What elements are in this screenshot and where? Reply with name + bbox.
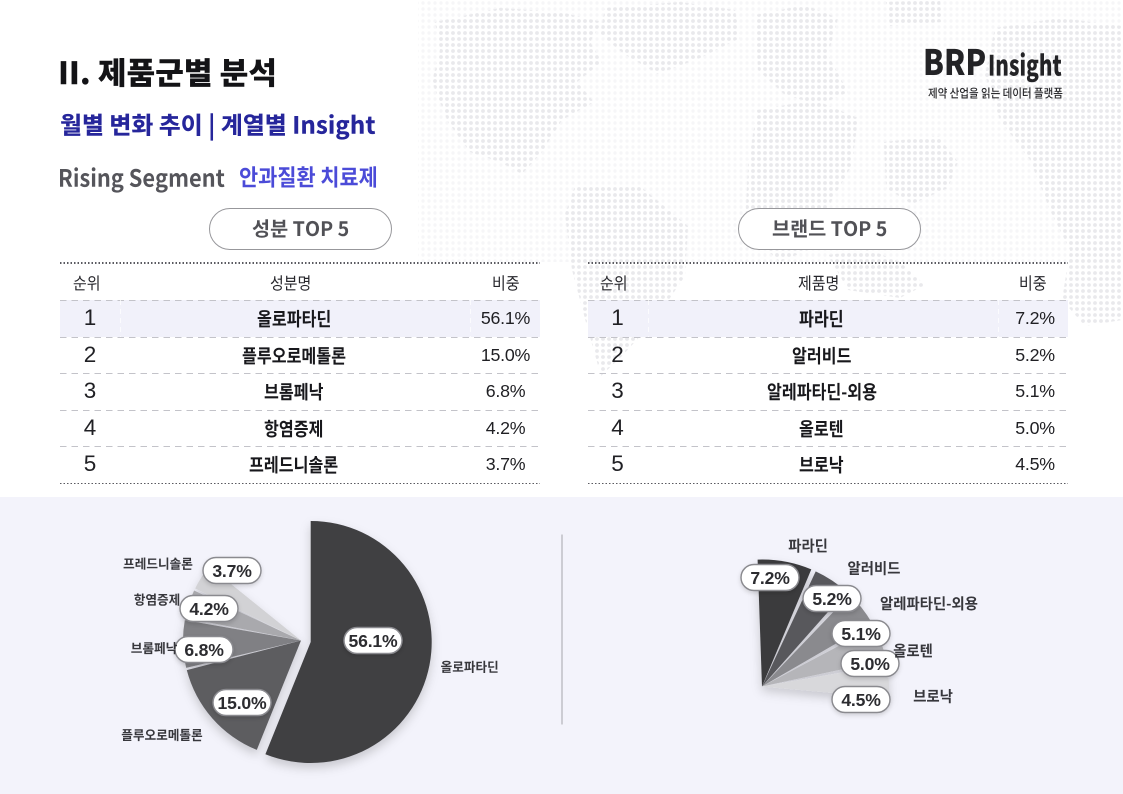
svg-text:4.2%: 4.2% xyxy=(189,599,229,619)
svg-text:7.2%: 7.2% xyxy=(750,568,790,588)
svg-text:3.7%: 3.7% xyxy=(212,561,252,581)
svg-text:5.1%: 5.1% xyxy=(841,624,881,644)
svg-text:4.5%: 4.5% xyxy=(841,690,881,710)
svg-text:56.1%: 56.1% xyxy=(349,631,398,651)
svg-text:6.8%: 6.8% xyxy=(184,640,224,660)
svg-text:15.0%: 15.0% xyxy=(218,693,267,713)
svg-text:5.2%: 5.2% xyxy=(812,589,852,609)
svg-text:5.0%: 5.0% xyxy=(850,654,890,674)
